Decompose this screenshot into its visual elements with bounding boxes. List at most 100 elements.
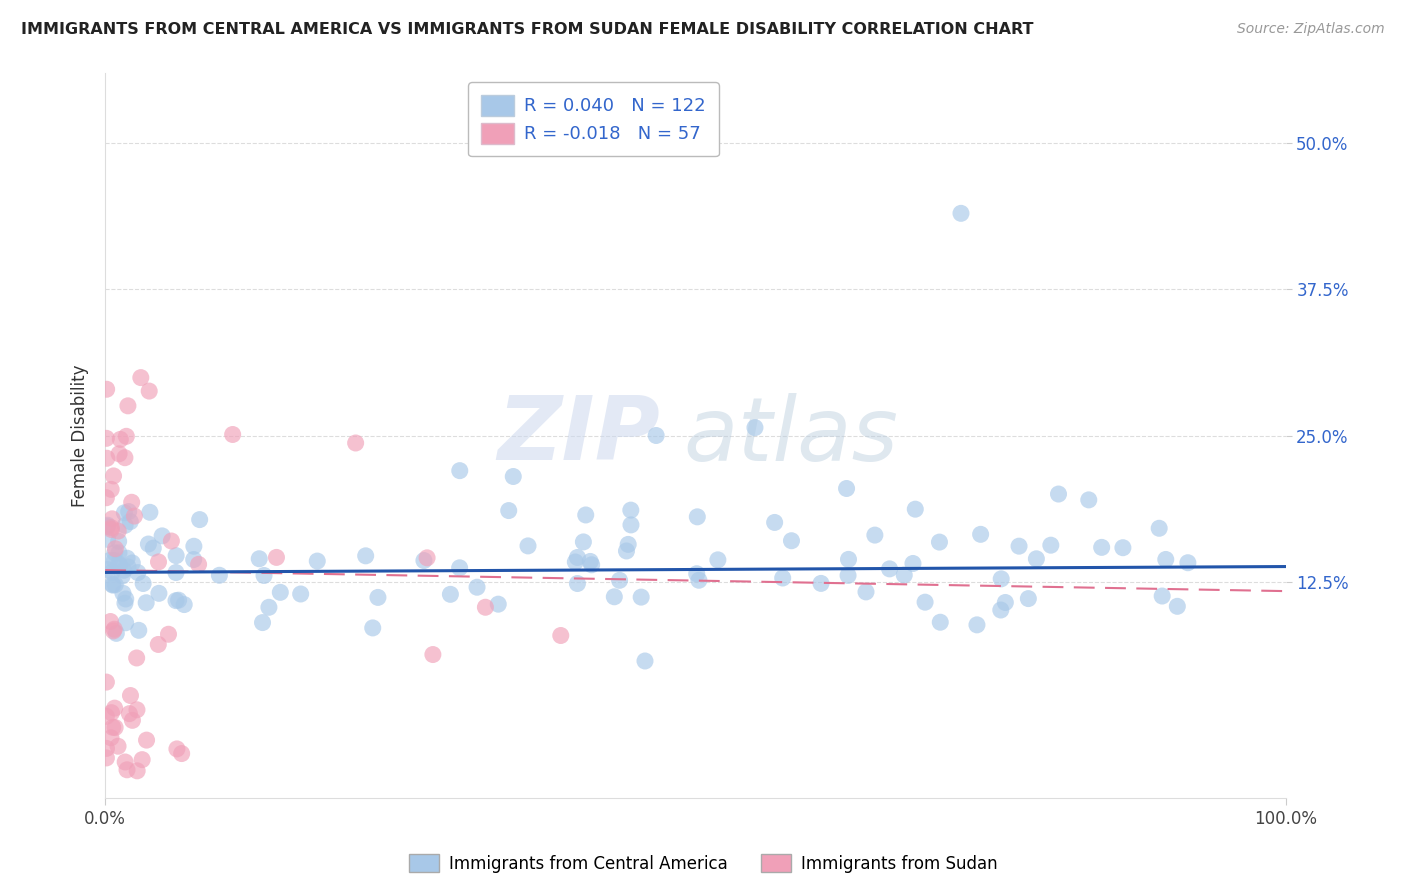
Point <box>100 731 122 745</box>
Point <box>252 615 274 630</box>
Point <box>413 553 436 567</box>
Point <box>517 539 540 553</box>
Point <box>994 595 1017 609</box>
Point <box>98 553 121 567</box>
Point <box>772 571 794 585</box>
Point <box>1077 492 1099 507</box>
Point <box>572 535 595 549</box>
Point <box>103 624 125 638</box>
Point <box>114 755 136 769</box>
Point <box>609 574 631 588</box>
Point <box>125 651 148 665</box>
Point <box>165 593 187 607</box>
Point <box>112 506 135 520</box>
Point <box>108 447 131 461</box>
Point <box>564 555 586 569</box>
Point <box>107 557 129 571</box>
Point <box>103 622 125 636</box>
Point <box>96 741 118 756</box>
Point <box>100 523 122 537</box>
Point <box>114 592 136 607</box>
Point <box>928 535 950 549</box>
Point <box>620 503 643 517</box>
Text: ZIP: ZIP <box>498 392 659 479</box>
Point <box>1166 599 1188 614</box>
Point <box>167 593 190 607</box>
Point <box>307 554 329 568</box>
Legend: R = 0.040   N = 122, R = -0.018   N = 57: R = 0.040 N = 122, R = -0.018 N = 57 <box>468 82 718 156</box>
Point <box>100 521 122 535</box>
Point <box>645 428 668 442</box>
Point <box>110 433 132 447</box>
Point <box>780 533 803 548</box>
Point <box>686 566 709 581</box>
Y-axis label: Female Disability: Female Disability <box>72 364 89 507</box>
Point <box>114 518 136 533</box>
Point <box>269 585 291 599</box>
Point <box>763 516 786 530</box>
Point <box>257 600 280 615</box>
Point <box>118 706 141 721</box>
Point <box>96 431 118 445</box>
Point <box>1025 551 1047 566</box>
Point <box>969 527 991 541</box>
Point <box>221 427 243 442</box>
Point <box>449 561 471 575</box>
Point <box>416 550 439 565</box>
Text: Source: ZipAtlas.com: Source: ZipAtlas.com <box>1237 22 1385 37</box>
Point <box>135 733 157 747</box>
Point <box>990 603 1012 617</box>
Point <box>634 654 657 668</box>
Point <box>115 763 138 777</box>
Point <box>148 555 170 569</box>
Point <box>100 706 122 720</box>
Point <box>686 509 709 524</box>
Point <box>97 518 120 533</box>
Point <box>101 512 124 526</box>
Point <box>107 739 129 754</box>
Point <box>96 709 118 723</box>
Point <box>1177 556 1199 570</box>
Point <box>114 615 136 630</box>
Point <box>121 495 143 509</box>
Point <box>1039 538 1062 552</box>
Point <box>474 600 496 615</box>
Point <box>575 508 598 522</box>
Point <box>707 553 730 567</box>
Point <box>810 576 832 591</box>
Point <box>97 519 120 533</box>
Point <box>837 552 859 566</box>
Point <box>449 464 471 478</box>
Point <box>138 537 160 551</box>
Point <box>148 637 170 651</box>
Point <box>100 483 122 497</box>
Point <box>901 557 924 571</box>
Point <box>354 549 377 563</box>
Point <box>486 597 509 611</box>
Point <box>929 615 952 630</box>
Point <box>97 563 120 577</box>
Point <box>904 502 927 516</box>
Point <box>160 534 183 549</box>
Point <box>990 572 1012 586</box>
Point <box>1047 487 1070 501</box>
Point <box>550 628 572 642</box>
Point <box>253 568 276 582</box>
Point <box>148 586 170 600</box>
Point <box>183 539 205 553</box>
Point <box>96 751 118 765</box>
Point <box>855 585 877 599</box>
Point <box>150 529 173 543</box>
Point <box>103 469 125 483</box>
Point <box>344 436 367 450</box>
Point <box>581 558 603 572</box>
Point <box>96 451 118 466</box>
Point <box>114 596 136 610</box>
Point <box>96 382 118 396</box>
Point <box>107 524 129 538</box>
Point <box>616 544 638 558</box>
Point <box>101 578 124 592</box>
Point <box>115 551 138 566</box>
Point <box>125 703 148 717</box>
Point <box>361 621 384 635</box>
